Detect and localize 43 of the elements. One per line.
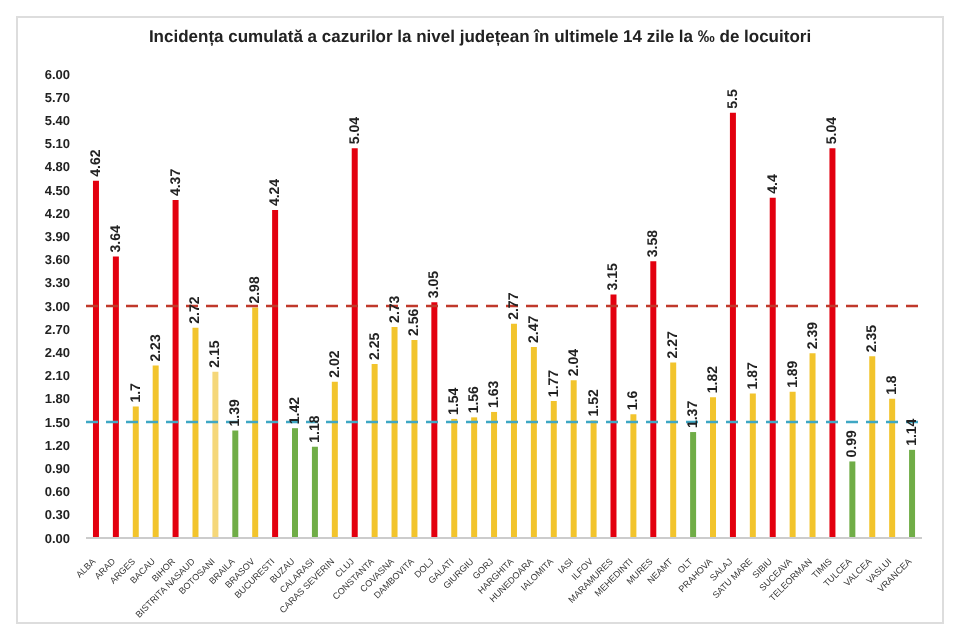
bar bbox=[391, 326, 398, 538]
bar bbox=[630, 414, 637, 538]
bar bbox=[809, 353, 816, 538]
bar bbox=[570, 380, 577, 538]
bar bbox=[610, 294, 617, 538]
bar bbox=[550, 401, 557, 538]
bar bbox=[132, 406, 139, 538]
bar bbox=[650, 261, 657, 538]
bar bbox=[749, 393, 756, 538]
bar bbox=[829, 148, 836, 538]
bar bbox=[192, 327, 199, 538]
bar bbox=[491, 411, 498, 538]
bar bbox=[411, 340, 418, 538]
bar bbox=[152, 365, 159, 538]
bar bbox=[789, 391, 796, 538]
bar bbox=[232, 430, 239, 538]
bar bbox=[729, 112, 736, 538]
bar bbox=[451, 418, 458, 538]
bar bbox=[769, 197, 776, 538]
bar bbox=[510, 323, 517, 538]
bar bbox=[212, 371, 219, 538]
bar bbox=[590, 420, 597, 538]
bar bbox=[331, 381, 338, 538]
bar bbox=[252, 307, 259, 538]
bar bbox=[431, 302, 438, 538]
bar bbox=[371, 364, 378, 538]
bar bbox=[909, 449, 916, 538]
bar bbox=[471, 417, 478, 538]
bar bbox=[710, 397, 717, 538]
bar bbox=[889, 398, 896, 538]
bar bbox=[351, 148, 358, 538]
bar bbox=[849, 461, 856, 538]
bar bbox=[112, 256, 119, 538]
bar bbox=[311, 446, 318, 538]
bar bbox=[272, 210, 279, 538]
bar bbox=[92, 180, 99, 538]
bar bbox=[292, 428, 299, 538]
bar bbox=[690, 432, 697, 538]
bar bbox=[869, 356, 876, 538]
bar bbox=[172, 200, 179, 538]
bar bbox=[670, 362, 677, 538]
chart-title: Incidența cumulată a cazurilor la nivel județean în ultimele 14 zile la ‰ de locuitori bbox=[146, 24, 814, 46]
bar bbox=[530, 346, 537, 538]
